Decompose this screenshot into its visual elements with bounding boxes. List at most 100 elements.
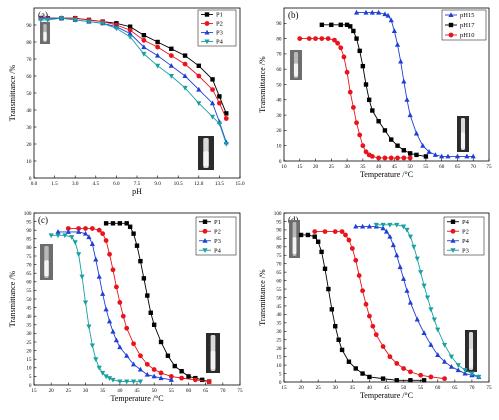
data-point — [428, 307, 434, 313]
data-point — [100, 370, 106, 376]
data-point — [424, 295, 431, 301]
data-point — [366, 97, 372, 102]
x-tick-label: 75 — [486, 385, 492, 391]
data-point — [333, 324, 338, 329]
data-point — [96, 365, 102, 371]
data-point — [360, 288, 365, 294]
data-point — [209, 114, 216, 120]
legend-marker — [204, 21, 210, 26]
data-point — [382, 128, 388, 133]
data-point — [306, 36, 312, 41]
data-point — [382, 155, 388, 161]
data-point — [357, 48, 362, 54]
y-tick-label: 30 — [26, 125, 32, 131]
data-point — [103, 221, 109, 226]
data-point — [82, 230, 89, 236]
data-point — [423, 154, 429, 159]
y-tick-label: 45 — [26, 305, 32, 311]
x-tick-label: 70 — [469, 385, 475, 391]
data-point — [414, 256, 420, 262]
y-tick-label: 60 — [276, 278, 282, 284]
vial-photo — [206, 333, 220, 373]
data-point — [404, 97, 410, 102]
data-point — [124, 325, 130, 331]
legend-marker — [450, 237, 456, 243]
legend-label: P4 — [462, 219, 470, 226]
x-tick-label: 75 — [486, 164, 492, 170]
data-point — [223, 142, 229, 147]
data-point — [370, 323, 376, 329]
data-point — [353, 257, 359, 263]
data-point — [216, 121, 222, 127]
x-tick-label: 10.5 — [174, 181, 183, 187]
data-point — [117, 379, 123, 385]
data-point — [103, 238, 109, 243]
data-point — [196, 73, 202, 79]
data-point — [394, 252, 400, 258]
data-point — [217, 94, 222, 99]
y-tick-label: 65 — [276, 270, 282, 276]
y-tick-label: 25 — [276, 338, 282, 344]
data-point — [110, 328, 116, 334]
y-tick-label: 35 — [26, 323, 32, 329]
data-point — [322, 266, 328, 271]
data-point — [395, 155, 400, 161]
data-point — [117, 221, 123, 226]
x-tick-label: 30 — [344, 164, 350, 170]
x-tick-label: 35 — [360, 164, 366, 170]
data-point — [144, 371, 150, 377]
y-tick-label: 85 — [26, 237, 32, 243]
y-tick-label: 85 — [276, 236, 282, 242]
data-point — [344, 69, 350, 75]
series-p2 — [65, 226, 212, 384]
data-point — [462, 368, 468, 373]
x-tick-label: 65 — [455, 164, 461, 170]
y-tick-label: 80 — [276, 36, 282, 42]
legend: P1 P2 P3 P4 — [195, 216, 237, 256]
data-point — [363, 82, 369, 87]
series-p3 — [373, 222, 482, 380]
data-point — [76, 226, 82, 231]
panel-label: (b) — [288, 10, 299, 20]
x-tick-label: 75 — [237, 388, 243, 394]
data-point — [297, 36, 303, 41]
data-point — [137, 379, 144, 385]
data-point — [376, 9, 382, 15]
y-tick-label: 20 — [26, 348, 32, 354]
data-point — [359, 223, 366, 229]
y-tick-label: 5 — [29, 374, 32, 380]
y-tick-label: 80 — [276, 245, 282, 251]
y-tick-label: 80 — [26, 40, 32, 46]
data-point — [86, 234, 92, 240]
data-point — [390, 242, 396, 248]
data-point — [196, 86, 202, 92]
data-point — [338, 45, 344, 51]
data-point — [394, 361, 400, 366]
data-point — [349, 246, 355, 251]
vial-photo — [289, 220, 300, 258]
legend-marker — [202, 248, 208, 254]
data-point — [58, 16, 65, 21]
x-tick-label: 40 — [117, 388, 123, 394]
data-point — [127, 24, 133, 29]
y-tick-label: 30 — [276, 113, 282, 119]
data-point — [336, 337, 341, 342]
data-point — [65, 229, 71, 234]
data-point — [298, 232, 304, 238]
data-point — [400, 224, 407, 230]
y-tick-label: 70 — [26, 262, 32, 268]
data-point — [322, 229, 328, 234]
series-ph10 — [297, 36, 413, 161]
legend-marker — [448, 22, 454, 28]
data-point — [117, 344, 123, 350]
y-tick-label: 15 — [26, 357, 32, 363]
data-point — [408, 378, 413, 383]
x-tick-label: 40 — [376, 164, 382, 170]
x-tick-label: 15.0 — [235, 181, 244, 187]
data-point — [182, 61, 188, 67]
data-point — [155, 52, 161, 58]
data-point — [209, 100, 216, 106]
data-point — [89, 241, 95, 246]
x-tick-label: 20 — [313, 164, 319, 170]
legend-label: P2 — [214, 228, 221, 235]
